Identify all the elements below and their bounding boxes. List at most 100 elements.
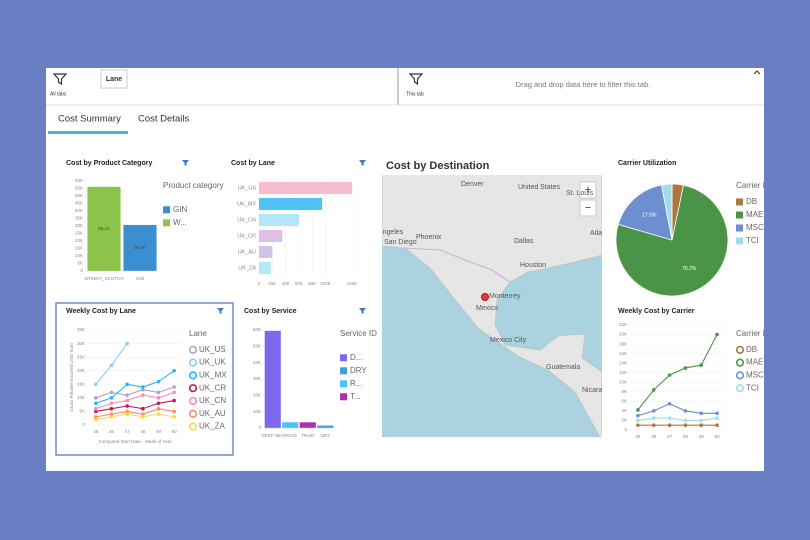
data-point <box>683 366 688 370</box>
data-point <box>109 412 114 416</box>
y-tick-label: 5K <box>79 409 85 414</box>
lane-chip[interactable] <box>100 69 128 89</box>
y-tick-label: 25K <box>77 354 85 359</box>
bar <box>259 261 271 275</box>
legend-label: DRY <box>350 366 367 375</box>
filter-icon[interactable] <box>52 73 68 86</box>
zoom-out-label[interactable]: − <box>585 202 591 214</box>
widget-filter[interactable] <box>182 160 189 166</box>
legend-label: MSC <box>746 371 764 380</box>
legend-swatch <box>163 206 170 214</box>
map-header <box>382 153 602 175</box>
tab[interactable]: Cost Details <box>138 114 189 125</box>
bar <box>259 213 299 227</box>
data-point <box>683 423 688 428</box>
destination-marker[interactable] <box>481 293 489 301</box>
x-tick-label: 50 <box>715 434 721 439</box>
zoom-out[interactable] <box>579 199 597 217</box>
y-tick-label: 10K <box>619 379 627 384</box>
legend-label: D... <box>350 353 362 362</box>
map[interactable] <box>382 153 602 437</box>
y-tick-label: 50K <box>253 344 261 349</box>
y-tick-label: 15K <box>77 381 85 386</box>
widget-filter[interactable] <box>359 160 366 166</box>
data-point <box>667 373 672 377</box>
data-point <box>141 393 145 397</box>
x-tick-label: 46 <box>109 429 115 434</box>
legend-swatch <box>188 345 198 354</box>
this-tab[interactable]: This tab <box>406 91 424 97</box>
legend-label: TCI <box>746 236 759 245</box>
bar <box>259 181 352 195</box>
y-tick-label: UK_CR <box>237 233 256 239</box>
data-point <box>699 363 704 367</box>
tab[interactable]: Cost Summary <box>58 114 121 125</box>
chart-title: Cost by Product Category <box>66 160 152 167</box>
bar <box>317 425 334 428</box>
x-tick-label: 20K <box>268 281 276 286</box>
legend-swatch <box>163 219 170 227</box>
data-point <box>109 390 114 395</box>
legend-label: MAE <box>746 210 763 219</box>
y-tick-label: 18K <box>619 341 627 346</box>
legend-swatch <box>340 380 347 388</box>
chart-widget: Cost by Product Category 0 5K 10K 15K 20K 25K 3… <box>66 160 223 281</box>
series-line <box>95 408 175 418</box>
place-label: Denver <box>461 181 484 188</box>
y-tick-label: UK_US <box>238 185 257 191</box>
chart-widget: Weekly Cost by Carrier 0 2K 4K 6K 8K 10K 12K 14K… <box>618 308 765 439</box>
y-tick-label: UK_ZA <box>238 265 256 271</box>
bar <box>123 224 157 271</box>
all-tabs[interactable]: All tabs <box>50 91 67 97</box>
x-tick-label: 45 <box>635 434 641 439</box>
x-tick-label: 50 <box>172 429 178 434</box>
x-tick-label: 140K <box>347 281 358 286</box>
y-tick-label: 0 <box>80 268 83 273</box>
filter-icon[interactable] <box>408 73 424 86</box>
place-label: Mexico City <box>490 337 527 344</box>
widget-filter[interactable] <box>359 308 366 314</box>
data-point <box>141 385 145 389</box>
x-axis-title: Computed Start Date - Week of Year <box>99 439 172 444</box>
bar <box>282 422 299 428</box>
legend-swatch <box>735 345 745 354</box>
legend-label: UK_CR <box>199 383 226 392</box>
data-point <box>651 409 656 413</box>
data-point <box>156 379 161 384</box>
legend-label: UK_ZA <box>199 422 225 431</box>
data-point <box>109 406 114 411</box>
data-point <box>651 388 656 392</box>
series-line <box>95 386 175 399</box>
zoom-in-label[interactable]: + <box>585 184 591 196</box>
data-point <box>715 416 719 420</box>
y-tick-label: 25K <box>75 231 83 236</box>
legend-label: UK_UK <box>199 358 226 367</box>
data-point <box>156 390 161 395</box>
data-point <box>172 415 176 419</box>
lane-chip-label[interactable]: Lane <box>106 76 122 83</box>
data-point <box>636 408 640 412</box>
collapse-caret[interactable] <box>753 70 761 75</box>
y-tick-label: 20K <box>619 332 627 337</box>
zoom-in[interactable] <box>579 181 597 199</box>
data-point <box>94 382 98 387</box>
y-tick-label: 20K <box>75 238 83 243</box>
map-labels: Denver United States St. Louis Los Angeles S… <box>382 181 602 394</box>
y-tick-label: 30K <box>75 223 83 228</box>
y-tick-label: 60K <box>253 327 261 332</box>
legend-label: R... <box>350 379 362 388</box>
tab-underline <box>48 131 128 134</box>
data-point <box>125 409 129 414</box>
data-point <box>172 398 176 403</box>
widget-filter[interactable] <box>217 308 224 314</box>
y-tick-label: 0 <box>82 422 85 427</box>
data-point <box>683 418 688 423</box>
y-tick-label: 20K <box>253 393 261 398</box>
y-tick-label: 50K <box>75 193 83 198</box>
y-tick-label: 14K <box>619 360 627 365</box>
data-point <box>636 413 640 418</box>
y-tick-label: 0 <box>624 427 627 432</box>
selected-widget[interactable] <box>55 302 234 456</box>
land <box>382 153 602 437</box>
